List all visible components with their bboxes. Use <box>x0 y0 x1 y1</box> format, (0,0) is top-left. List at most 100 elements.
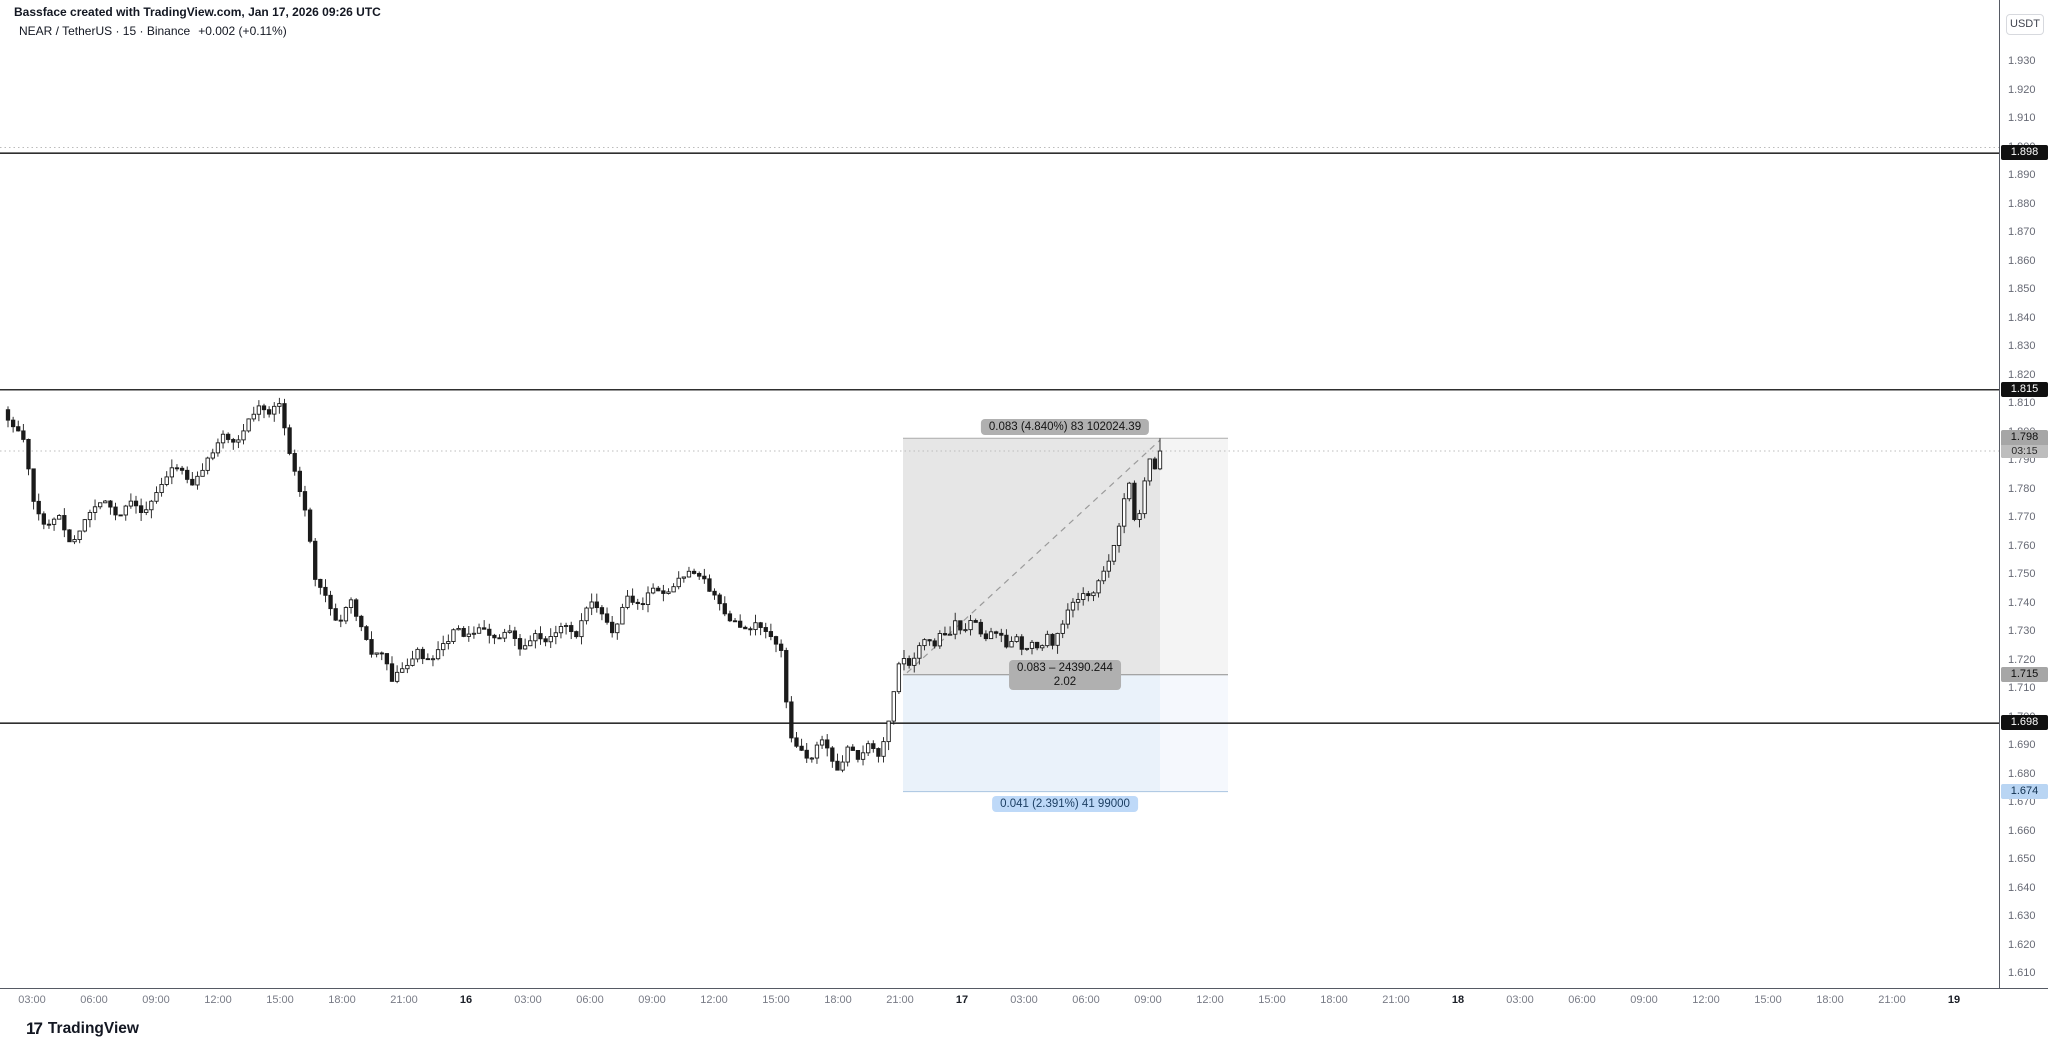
candle-down <box>22 431 25 440</box>
candle-down <box>324 587 327 595</box>
candle-up <box>918 646 921 659</box>
chart-plot-area[interactable] <box>0 0 1999 988</box>
price-badge-1.898[interactable]: 1.898 <box>2001 145 2048 160</box>
currency-toggle[interactable]: USDT <box>2006 14 2044 35</box>
price-badge-1.715[interactable]: 1.715 <box>2001 667 2048 682</box>
candle-up <box>590 602 593 608</box>
time-axis[interactable]: 03:0006:0009:0012:0015:0018:0021:001603:… <box>0 988 2048 1015</box>
candle-down <box>134 501 137 506</box>
candle-down <box>267 410 270 414</box>
candle-down <box>1005 635 1008 647</box>
time-tick-label: 21:00 <box>1382 994 1410 1006</box>
candle-down <box>11 420 14 427</box>
price-axis[interactable]: USDT 1.9301.9201.9101.9001.8901.8801.870… <box>1999 0 2048 1014</box>
candle-down <box>692 571 695 573</box>
stop-zone-extension[interactable] <box>1160 675 1228 792</box>
price-tick-label: 1.930 <box>2000 55 2048 67</box>
candle-down <box>68 530 71 542</box>
date-tick-label: 19 <box>1948 994 1960 1006</box>
candle-down <box>365 627 368 640</box>
candle-down <box>47 524 50 525</box>
candle-down <box>800 746 803 750</box>
price-tick-label: 1.770 <box>2000 511 2048 523</box>
candle-up <box>1061 624 1064 633</box>
long-position-stop-label[interactable]: 0.041 (2.391%) 41 99000 <box>992 796 1138 812</box>
time-tick-label: 15:00 <box>1258 994 1286 1006</box>
candle-up <box>431 659 434 660</box>
candle-up <box>677 578 680 586</box>
candle-down <box>605 614 608 622</box>
bar-countdown: 03:15 <box>2001 445 2048 458</box>
candle-up <box>820 740 823 745</box>
time-tick-label: 09:00 <box>142 994 170 1006</box>
candle-up <box>165 477 168 485</box>
candle-up <box>206 458 209 470</box>
price-badge-1.674[interactable]: 1.674 <box>2001 784 2048 799</box>
candle-down <box>139 506 142 513</box>
candle-down <box>63 516 66 530</box>
candle-down <box>795 738 798 746</box>
price-badge-1.698[interactable]: 1.698 <box>2001 715 2048 730</box>
time-tick-label: 21:00 <box>390 994 418 1006</box>
long-position-entry-label[interactable]: 0.083 – 24390.244 2.02 <box>1009 660 1121 690</box>
candle-up <box>815 745 818 758</box>
candle-down <box>42 514 45 524</box>
candle-up <box>1030 642 1033 648</box>
candle-up <box>58 516 61 520</box>
candle-down <box>493 635 496 637</box>
profit-zone-extension[interactable] <box>1160 438 1228 675</box>
candle-down <box>539 634 542 639</box>
candle-up <box>948 634 951 635</box>
candle-down <box>482 628 485 629</box>
price-tick-label: 1.920 <box>2000 84 2048 96</box>
tradingview-chart-window: Bassface created with TradingView.com, J… <box>0 0 2048 1050</box>
candle-up <box>616 624 619 633</box>
candle-up <box>201 470 204 476</box>
candle-down <box>37 501 40 513</box>
candle-up <box>1041 646 1044 648</box>
candle-down <box>498 638 501 639</box>
long-position-target-label[interactable]: 0.083 (4.840%) 83 102024.39 <box>981 419 1149 435</box>
price-badge-1.798[interactable]: 1.79803:15 <box>2001 430 2048 458</box>
price-badge-1.815[interactable]: 1.815 <box>2001 382 2048 397</box>
price-tick-label: 1.860 <box>2000 255 2048 267</box>
candle-down <box>749 629 752 630</box>
candle-up <box>651 588 654 593</box>
candle-down <box>319 579 322 587</box>
candle-down <box>513 631 516 639</box>
candle-up <box>564 626 567 627</box>
time-tick-label: 03:00 <box>18 994 46 1006</box>
candle-up <box>257 406 260 414</box>
candle-up <box>1102 571 1105 581</box>
candle-down <box>575 632 578 637</box>
candle-down <box>1133 483 1136 519</box>
candle-up <box>892 692 895 721</box>
candle-up <box>902 659 905 664</box>
candle-up <box>273 406 276 414</box>
date-tick-label: 18 <box>1452 994 1464 1006</box>
time-tick-label: 21:00 <box>1878 994 1906 1006</box>
candle-down <box>109 501 112 507</box>
candle-up <box>436 650 439 659</box>
candle-up <box>452 630 455 642</box>
candle-up <box>237 440 240 442</box>
time-tick-label: 18:00 <box>328 994 356 1006</box>
candle-down <box>723 604 726 614</box>
candle-down <box>1051 634 1054 645</box>
candle-down <box>17 427 20 431</box>
stop-zone[interactable] <box>903 675 1160 792</box>
tradingview-logo-text: TradingView <box>48 1020 139 1038</box>
candle-up <box>887 721 890 742</box>
candle-down <box>979 622 982 634</box>
candle-up <box>841 762 844 770</box>
candle-up <box>672 587 675 592</box>
candle-down <box>293 453 296 471</box>
price-tick-label: 1.820 <box>2000 369 2048 381</box>
candle-up <box>897 664 900 692</box>
price-tick-label: 1.780 <box>2000 483 2048 495</box>
time-tick-label: 06:00 <box>80 994 108 1006</box>
price-tick-label: 1.720 <box>2000 654 2048 666</box>
candle-down <box>1020 637 1023 650</box>
tradingview-logo[interactable]: 17 TradingView <box>26 1019 139 1039</box>
time-tick-label: 09:00 <box>638 994 666 1006</box>
